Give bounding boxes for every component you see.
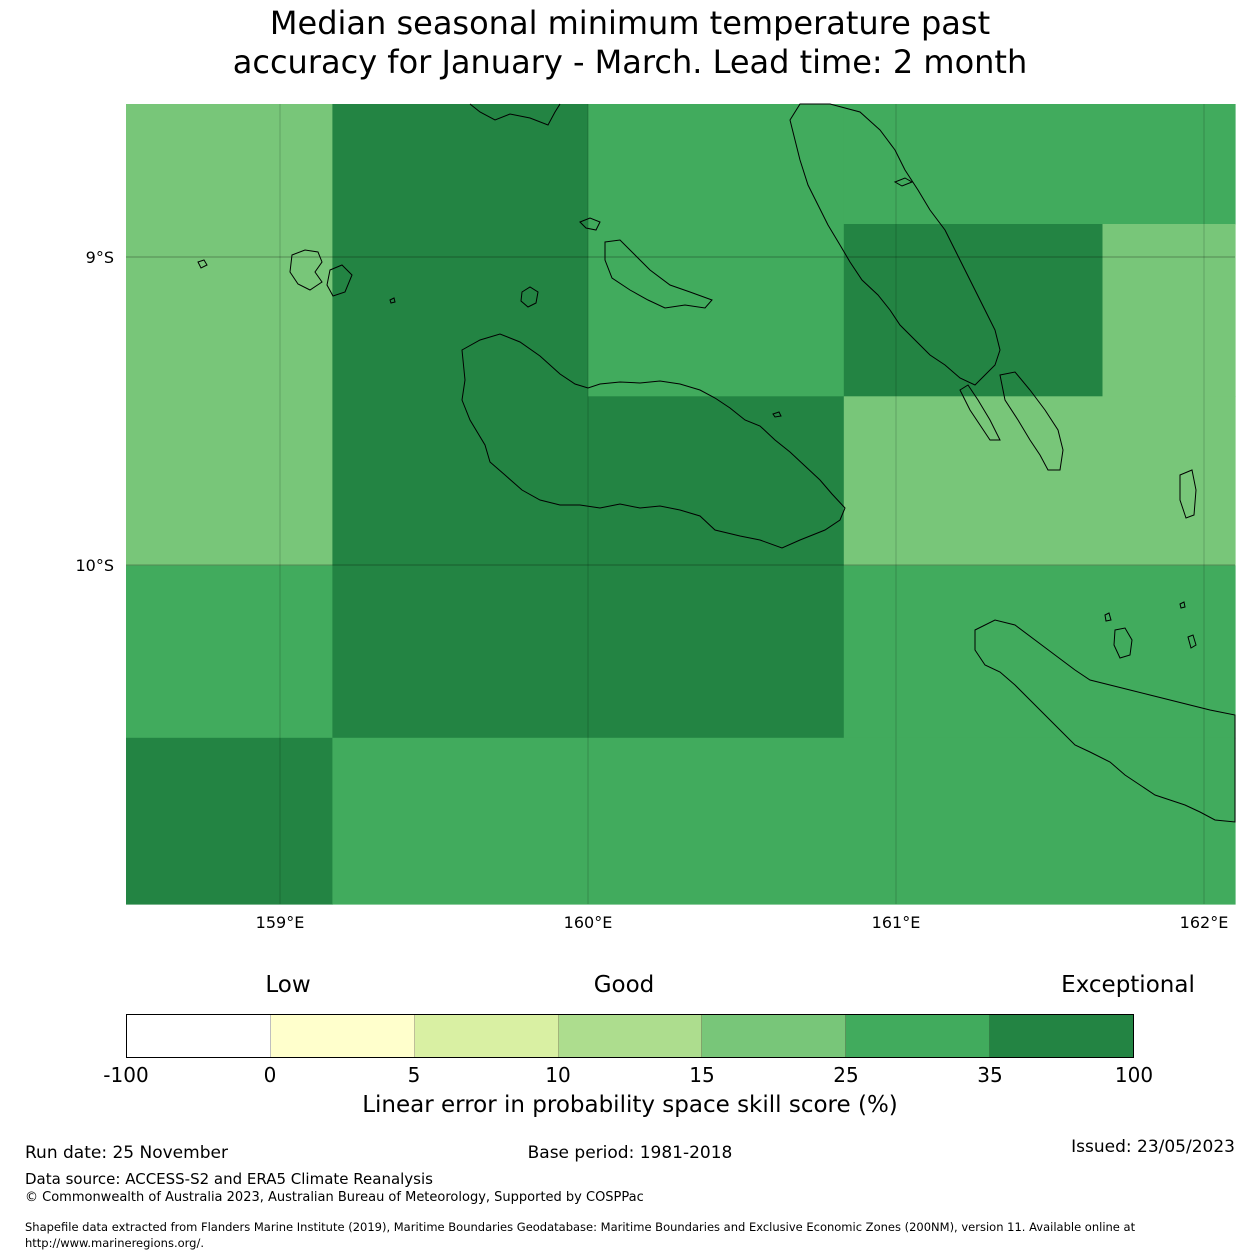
coastline-south-malaita-inner [959,384,1001,441]
grid-cell-10 [843,565,1236,739]
shapefile-credit-line-2: http://www.marineregions.org/. [25,1236,204,1250]
data-source: Data source: ACCESS-S2 and ERA5 Climate … [25,1170,433,1188]
colorbar-tick-label: 15 [689,1063,715,1087]
longitude-labels: 159°E 160°E 161°E 162°E [256,913,1229,932]
coastline-islet-1 [197,259,208,269]
coastline-russell-east [326,264,353,297]
run-date: Run date: 25 November [25,1143,228,1163]
coastline-islet-6 [893,177,914,187]
legend-category-low: Low [265,972,311,998]
legend-category-exceptional: Exceptional [1061,972,1195,998]
lat-label-9s: 9°S [86,248,114,267]
lon-label-159e: 159°E [256,913,305,932]
grid-cell-2 [588,104,845,397]
grid-cell-9 [332,565,845,739]
grid-cell-11 [126,737,333,905]
lat-label-10s: 10°S [75,556,114,575]
colorbar-tick-label: 25 [833,1063,859,1087]
shapefile-credit-line-1: Shapefile data extracted from Flanders M… [25,1220,1136,1234]
grid-cells [126,104,1236,905]
lon-label-160e: 160°E [564,913,613,932]
colorbar-label: Linear error in probability space skill … [362,1092,898,1118]
colorbar-tick-label: -100 [103,1063,149,1087]
coastline-florida-islands [604,239,713,309]
coastline-islet-5 [1187,634,1197,649]
coastline-nggela-north [579,217,601,231]
coastline-uki [1113,627,1133,659]
coastline-islet-4 [1179,601,1186,609]
copyright: © Commonwealth of Australia 2023, Austra… [25,1190,644,1205]
graticule [126,104,1235,904]
coastline-ulawa [1179,469,1197,519]
coastline-malaita [789,103,1001,386]
grid-cell-12 [332,737,1236,905]
coastline-islet-7 [772,411,782,418]
colorbar-segment-6 [990,1015,1134,1057]
grid-cell-3 [843,104,1236,225]
coastline-guadalcanal [461,333,846,549]
colorbar-segment-4 [702,1015,847,1057]
latitude-labels: 9°S 10°S [75,248,114,575]
colorbar-tick-label: 0 [263,1063,277,1087]
chart-title: Median seasonal minimum temperature past… [0,4,1260,82]
title-line-2: accuracy for January - March. Lead time:… [232,43,1028,81]
grid-cell-5 [1102,224,1236,397]
legend-category-good: Good [593,972,655,998]
issued-date: Issued: 23/05/2023 [1071,1137,1235,1157]
coastlines [197,103,1236,823]
lon-label-162e: 162°E [1180,913,1229,932]
grid-cell-6 [588,396,845,567]
grid-cell-4 [843,224,1104,397]
coastline-islet-3 [1104,612,1112,622]
colorbar-segment-0 [127,1015,271,1057]
colorbar-tick-label: 10 [545,1063,571,1087]
colorbar [126,1014,1134,1058]
base-period: Base period: 1981-2018 [527,1143,733,1163]
colorbar-segment-5 [846,1015,991,1057]
coastline-north-top [469,103,561,126]
coastline-small-malaita [999,371,1064,471]
coastline-russell-islands [289,249,323,291]
lon-label-161e: 161°E [872,913,921,932]
grid-cell-7 [843,396,1236,567]
colorbar-tick-label: 35 [977,1063,1003,1087]
grid-cell-1 [332,104,589,567]
colorbar-segment-2 [414,1015,559,1057]
grid-cell-8 [126,565,333,739]
coastline-savo [520,286,539,308]
skill-map: 9°S 10°S 159°E 160°E 161°E 162°E [75,103,1236,932]
colorbar-tick-label: 100 [1114,1063,1154,1087]
title-line-1: Median seasonal minimum temperature past [269,4,991,42]
colorbar-tick-label: 5 [407,1063,421,1087]
grid-cell-0 [126,104,333,567]
colorbar-segment-1 [270,1015,415,1057]
coastline-makira [974,619,1236,823]
coastline-islet-2 [389,297,396,304]
colorbar-segment-3 [558,1015,703,1057]
